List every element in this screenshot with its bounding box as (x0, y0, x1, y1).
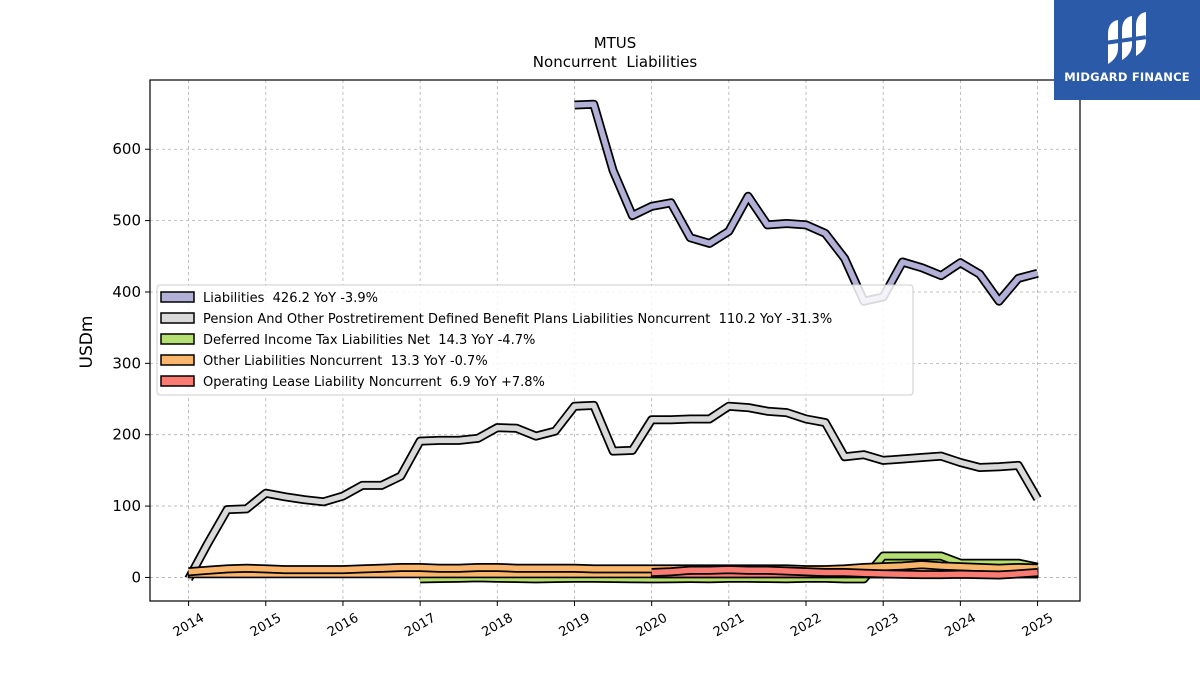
series-layer (184, 99, 1042, 584)
series-0 (574, 99, 1039, 306)
series-4 (650, 565, 1039, 580)
x-tick-label: 2016 (325, 611, 361, 641)
x-tick-label: 2014 (171, 611, 207, 641)
legend-label: Liabilities 426.2 YoY -3.9% (203, 291, 378, 306)
x-tick-label: 2015 (248, 611, 284, 641)
legend: Liabilities 426.2 YoY -3.9% Pension And O… (156, 284, 914, 396)
y-tick-label: 600 (112, 140, 141, 158)
y-tick-label: 300 (112, 354, 141, 372)
series-line (574, 101, 1039, 304)
legend-label: Pension And Other Postretirement Defined… (203, 312, 832, 327)
x-tick-label: 2017 (402, 611, 438, 641)
x-tick-label: 2020 (634, 611, 670, 641)
chart-subtitle: Noncurrent Liabilities (533, 53, 698, 71)
legend-label: Other Liabilities Noncurrent 13.3 YoY -0… (203, 354, 488, 369)
y-tick-label: 500 (112, 212, 141, 230)
y-axis: 0 100 200 300 400 500 600 (112, 140, 150, 586)
plot-frame (149, 79, 1081, 602)
y-tick-label: 0 (131, 568, 141, 586)
x-tick-label: 2018 (479, 611, 515, 641)
midgard-logo-icon (1105, 12, 1147, 64)
legend-swatch (160, 375, 195, 387)
legend-label: Operating Lease Liability Noncurrent 6.9… (203, 375, 545, 390)
series-line (188, 561, 1038, 575)
x-axis: 2014 2015 2016 2017 2018 2019 2020 2021 2022 2023… (171, 601, 1056, 640)
series-line (186, 402, 1040, 581)
x-tick-label: 2022 (788, 611, 824, 641)
x-tick-label: 2024 (943, 611, 979, 641)
series-line (651, 566, 1038, 578)
legend-swatch (160, 354, 195, 366)
brand-logo: MIDGARD FINANCE (1054, 0, 1200, 100)
y-tick-label: 400 (112, 283, 141, 301)
legend-swatch (160, 291, 195, 303)
x-tick-label: 2025 (1020, 611, 1056, 641)
y-tick-label: 200 (112, 426, 141, 444)
x-tick-label: 2021 (711, 611, 747, 641)
y-tick-label: 100 (112, 497, 141, 515)
legend-swatch (160, 333, 195, 345)
brand-name: MIDGARD FINANCE (1064, 70, 1190, 84)
y-axis-label: USDm (77, 316, 97, 369)
x-tick-label: 2023 (865, 611, 901, 641)
chart-title: MTUS (594, 34, 637, 52)
legend-box (156, 284, 914, 396)
x-tick-label: 2019 (557, 611, 593, 641)
series-1 (184, 400, 1042, 582)
legend-label: Deferred Income Tax Liabilities Net 14.3… (203, 333, 535, 348)
legend-swatch (160, 312, 195, 324)
